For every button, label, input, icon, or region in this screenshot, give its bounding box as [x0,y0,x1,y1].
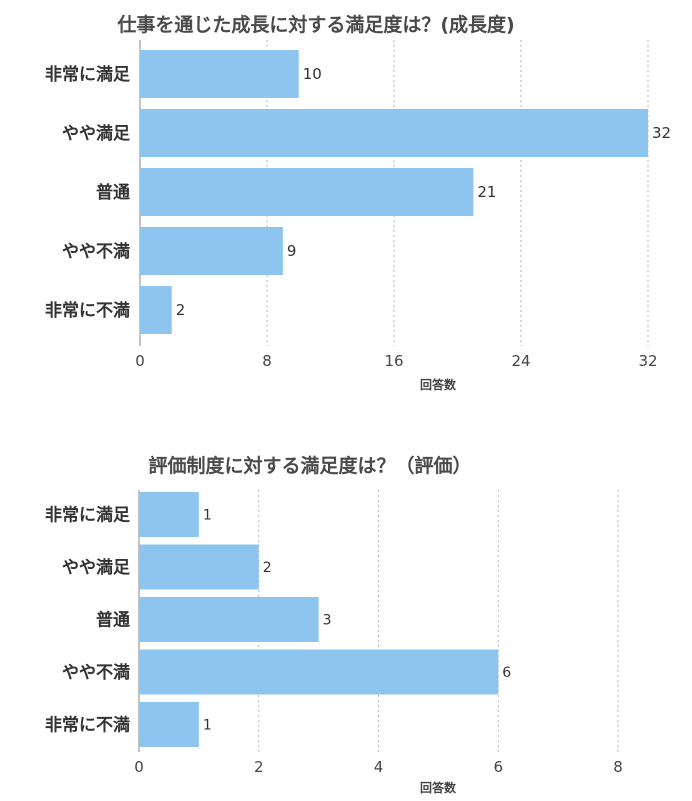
bar [139,544,259,590]
bar [140,168,474,216]
category-label: 非常に満足 [45,64,130,85]
bar [139,597,319,642]
x-tick-label: 16 [384,352,403,370]
category-label: やや不満 [62,662,130,683]
x-tick-label: 8 [262,352,272,370]
data-label: 3 [323,613,332,629]
chart-title: 仕事を通じた成長に対する満足度は？(成長度) [116,13,514,36]
x-tick-label: 6 [493,758,503,776]
x-tick-label: 24 [511,352,530,370]
bar [140,227,283,275]
data-label: 2 [176,301,186,319]
x-tick-label: 0 [134,758,144,776]
x-tick-label: 32 [638,352,657,370]
bar [139,702,199,747]
category-label: 非常に不満 [45,715,130,736]
bar [140,286,172,334]
data-label: 32 [652,124,671,142]
x-tick-label: 0 [135,352,145,370]
category-label: 非常に満足 [45,505,130,526]
data-label: 1 [203,508,212,524]
data-label: 6 [502,665,511,681]
data-label: 1 [203,718,212,734]
data-label: 2 [263,560,272,576]
category-label: やや不満 [62,241,130,262]
x-tick-label: 2 [254,758,264,776]
data-label: 10 [303,65,322,83]
category-label: 普通 [96,182,130,203]
bar [140,109,648,157]
data-label: 21 [477,183,496,201]
x-tick-label: 8 [613,758,623,776]
chart-title: 評価制度に対する満足度は？（評価） [148,454,471,477]
bar [139,649,499,695]
x-axis-label: 回答数 [420,377,457,392]
bar [140,50,299,98]
x-axis-label: 回答数 [420,780,457,795]
category-label: 非常に不満 [45,300,130,321]
x-tick-label: 4 [374,758,384,776]
category-label: やや満足 [62,557,130,578]
data-label: 9 [287,242,297,260]
category-label: やや満足 [62,123,130,144]
bar [139,492,199,537]
category-label: 普通 [96,610,130,631]
chart-growth: 仕事を通じた成長に対する満足度は？(成長度) 非常に満足やや満足普通やや不満非常… [45,13,671,392]
